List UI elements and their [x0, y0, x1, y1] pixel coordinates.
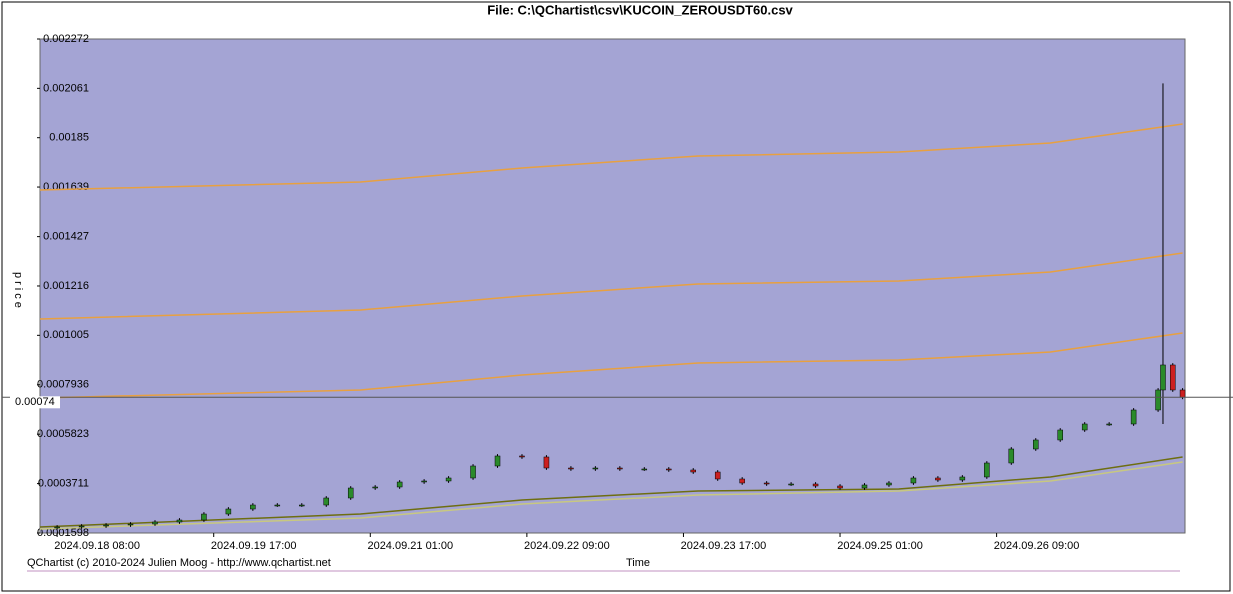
candle-body	[323, 497, 329, 506]
candle-body	[959, 476, 966, 481]
overlay-line	[39, 456, 1183, 528]
candle-body	[1155, 389, 1161, 411]
y-tick-label: 0.0007936	[37, 379, 89, 391]
candle-body	[666, 468, 672, 471]
candle-body	[274, 504, 281, 507]
overlay-line	[39, 461, 1183, 530]
candle-body	[1057, 429, 1063, 441]
x-tick-label: 2024.09.25 01:00	[837, 540, 923, 552]
candle-body	[861, 484, 868, 489]
candle-body	[543, 456, 550, 469]
candle-body	[372, 486, 378, 489]
candle-body	[1130, 409, 1137, 425]
price-label-bg	[10, 396, 60, 409]
candle-body	[1033, 439, 1039, 450]
candle-body	[788, 483, 794, 486]
candle-body	[54, 526, 60, 529]
candle-body	[470, 465, 476, 479]
candle-body	[421, 480, 427, 483]
chart-title: File: C:\QChartist\csv\KUCOIN_ZEROUSDT60…	[487, 2, 793, 17]
candle-body	[617, 467, 623, 470]
candle-body	[201, 513, 207, 521]
x-tick-label: 2024.09.23 17:00	[681, 540, 767, 552]
candle-body	[910, 477, 917, 484]
y-tick-label: 0.001639	[43, 181, 89, 193]
candle-body	[299, 504, 305, 507]
candle-body	[984, 462, 990, 478]
candle-body	[225, 508, 232, 515]
candle-body	[396, 481, 403, 488]
x-axis-label: Time	[626, 557, 650, 569]
overlay-line	[39, 252, 1183, 320]
overlay-line	[39, 332, 1183, 399]
y-axis-label: price	[12, 272, 24, 311]
candle-body	[1008, 448, 1015, 464]
candle-body	[152, 521, 158, 525]
footer: QChartist (c) 2010-2024 Julien Moog - ht…	[27, 557, 331, 569]
candle-body	[886, 482, 892, 486]
candle-body	[250, 504, 256, 510]
candle-body	[103, 524, 109, 527]
x-tick-label: 2024.09.22 09:00	[524, 540, 610, 552]
candle-body	[78, 525, 85, 528]
candle-body	[347, 487, 354, 499]
plot-area	[39, 38, 1186, 534]
y-axis-label-text: price	[12, 272, 24, 311]
candle-body	[568, 467, 574, 470]
x-tick-label: 2024.09.19 17:00	[211, 540, 297, 552]
candle-body	[1170, 364, 1176, 391]
candle-body	[592, 467, 599, 470]
y-tick-label: 0.00185	[49, 132, 89, 144]
y-tick-label: 0.001216	[43, 280, 89, 292]
x-tick-label: 2024.09.18 08:00	[54, 540, 140, 552]
candle-body	[127, 523, 134, 526]
candle-body	[739, 478, 745, 484]
candle-body	[176, 519, 183, 523]
y-tick-label: 0.0005823	[37, 428, 89, 440]
candle-body	[1160, 364, 1166, 391]
x-tick-label: 2024.09.26 09:00	[994, 540, 1080, 552]
candle-body	[812, 483, 819, 487]
price-label: 0.00074	[15, 396, 55, 408]
x-tick-label: 2024.09.21 01:00	[367, 540, 453, 552]
candle-body	[763, 482, 770, 485]
y-tick-label: 0.002061	[43, 82, 89, 94]
candle-body	[837, 485, 843, 489]
candle-body	[690, 469, 696, 473]
y-tick-label: 0.0001598	[37, 527, 89, 539]
candle-body	[494, 455, 501, 467]
candle-body	[714, 471, 721, 480]
candle-body	[935, 477, 941, 481]
y-tick-label: 0.0003711	[38, 477, 89, 489]
overlay-line	[39, 123, 1183, 191]
candle-body	[1081, 423, 1088, 431]
y-tick-label: 0.001005	[43, 329, 89, 341]
candle-body	[445, 477, 452, 482]
candle-body	[641, 468, 648, 471]
candle-body	[1179, 389, 1186, 398]
y-tick-label: 0.002272	[43, 33, 89, 45]
candle-body	[1106, 423, 1112, 426]
y-tick-label: 0.001427	[43, 231, 89, 243]
candle-body	[519, 455, 525, 458]
